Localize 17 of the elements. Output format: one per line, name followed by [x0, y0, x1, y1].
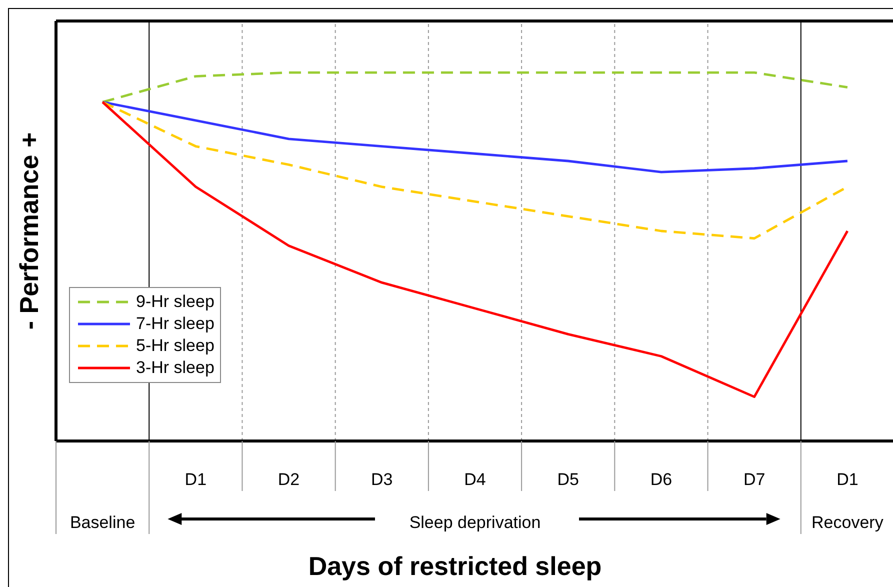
text: Recovery [812, 513, 884, 532]
x-tick-label: D4 [464, 470, 486, 489]
legend-label: 5-Hr sleep [136, 335, 214, 357]
x-axis-title: Days of restricted sleep [308, 551, 602, 581]
x-tick-label: D1 [836, 470, 858, 489]
x-tick-label: D2 [278, 470, 300, 489]
legend-label: 3-Hr sleep [136, 357, 214, 379]
x-tick-label: D1 [184, 470, 207, 489]
text: Baseline [70, 513, 136, 532]
y-axis-title: - Performance + [14, 132, 44, 330]
legend-label: 7-Hr sleep [136, 313, 214, 335]
x-tick-label: D5 [557, 470, 579, 489]
x-tick-label: D3 [371, 470, 393, 489]
legend-label: 9-Hr sleep [136, 291, 214, 313]
x-tick-label: D7 [743, 470, 766, 489]
x-tick-label: D6 [650, 470, 672, 489]
text: Sleep deprivation [409, 513, 541, 532]
